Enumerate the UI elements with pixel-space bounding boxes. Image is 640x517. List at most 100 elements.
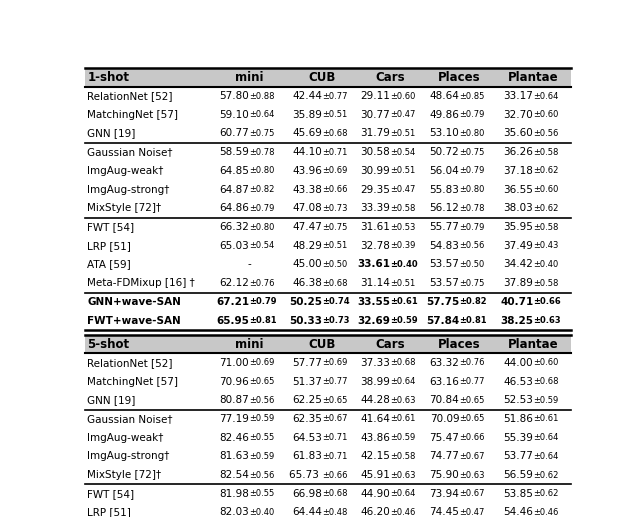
Text: 77.19: 77.19 bbox=[219, 414, 249, 424]
Text: ±0.58: ±0.58 bbox=[533, 222, 559, 232]
Text: 73.94: 73.94 bbox=[429, 489, 460, 499]
Text: 74.45: 74.45 bbox=[429, 508, 460, 517]
Text: ±0.71: ±0.71 bbox=[322, 433, 348, 442]
Text: 38.25: 38.25 bbox=[500, 315, 533, 326]
Text: Plantae: Plantae bbox=[508, 338, 559, 351]
Text: ImgAug-strong†: ImgAug-strong† bbox=[88, 185, 170, 194]
Text: ±0.77: ±0.77 bbox=[460, 377, 484, 386]
Text: 63.16: 63.16 bbox=[429, 376, 460, 387]
Text: ±0.46: ±0.46 bbox=[533, 508, 559, 517]
Text: ±0.76: ±0.76 bbox=[460, 358, 484, 367]
Text: ±0.78: ±0.78 bbox=[249, 148, 275, 157]
Text: ±0.58: ±0.58 bbox=[533, 148, 559, 157]
Text: ±0.76: ±0.76 bbox=[249, 279, 275, 287]
Text: ATA [59]: ATA [59] bbox=[88, 260, 131, 269]
Bar bbox=[85, 334, 571, 354]
Text: MatchingNet [57]: MatchingNet [57] bbox=[88, 110, 179, 120]
Text: 35.95: 35.95 bbox=[504, 222, 533, 232]
Text: 32.70: 32.70 bbox=[504, 110, 533, 120]
Text: ±0.56: ±0.56 bbox=[249, 470, 275, 480]
Text: ±0.61: ±0.61 bbox=[533, 415, 559, 423]
Text: 37.89: 37.89 bbox=[504, 278, 533, 288]
Text: 66.98: 66.98 bbox=[292, 489, 322, 499]
Text: 52.53: 52.53 bbox=[504, 395, 533, 405]
Text: ±0.79: ±0.79 bbox=[249, 297, 276, 307]
Text: 70.09: 70.09 bbox=[429, 414, 460, 424]
Text: ±0.61: ±0.61 bbox=[390, 297, 418, 307]
Text: ±0.62: ±0.62 bbox=[533, 489, 559, 498]
Text: 50.72: 50.72 bbox=[429, 147, 460, 157]
Text: MatchingNet [57]: MatchingNet [57] bbox=[88, 376, 179, 387]
Text: ±0.64: ±0.64 bbox=[533, 433, 559, 442]
Text: RelationNet [52]: RelationNet [52] bbox=[88, 91, 173, 101]
Text: ±0.59: ±0.59 bbox=[390, 316, 418, 325]
Text: ±0.55: ±0.55 bbox=[249, 433, 275, 442]
Text: ±0.65: ±0.65 bbox=[322, 396, 348, 405]
Text: 62.12: 62.12 bbox=[219, 278, 249, 288]
Text: 51.86: 51.86 bbox=[504, 414, 533, 424]
Text: 37.33: 37.33 bbox=[360, 358, 390, 368]
Text: ±0.53: ±0.53 bbox=[390, 222, 415, 232]
Text: 65.03: 65.03 bbox=[220, 241, 249, 251]
Text: FWT [54]: FWT [54] bbox=[88, 489, 134, 499]
Text: ±0.85: ±0.85 bbox=[460, 92, 484, 101]
Text: 34.42: 34.42 bbox=[504, 260, 533, 269]
Text: ±0.51: ±0.51 bbox=[322, 241, 347, 250]
Text: ±0.64: ±0.64 bbox=[390, 377, 415, 386]
Text: 54.83: 54.83 bbox=[429, 241, 460, 251]
Text: CUB: CUB bbox=[308, 338, 335, 351]
Text: 30.99: 30.99 bbox=[360, 166, 390, 176]
Text: mini: mini bbox=[235, 338, 263, 351]
Text: 43.38: 43.38 bbox=[292, 185, 322, 194]
Text: ±0.58: ±0.58 bbox=[533, 279, 559, 287]
Text: ±0.77: ±0.77 bbox=[322, 92, 348, 101]
Text: ±0.46: ±0.46 bbox=[390, 508, 415, 517]
Text: 47.08: 47.08 bbox=[292, 203, 322, 214]
Text: 1-shot: 1-shot bbox=[88, 71, 129, 84]
Text: ±0.88: ±0.88 bbox=[249, 92, 275, 101]
Text: ±0.56: ±0.56 bbox=[249, 396, 275, 405]
Text: ±0.82: ±0.82 bbox=[249, 185, 275, 194]
Text: ±0.47: ±0.47 bbox=[390, 110, 415, 119]
Text: 33.17: 33.17 bbox=[504, 91, 533, 101]
Text: ±0.75: ±0.75 bbox=[322, 222, 348, 232]
Text: RelationNet [52]: RelationNet [52] bbox=[88, 358, 173, 368]
Text: 54.46: 54.46 bbox=[504, 508, 533, 517]
Text: 62.25: 62.25 bbox=[292, 395, 322, 405]
Text: CUB: CUB bbox=[308, 71, 335, 84]
Text: 33.61: 33.61 bbox=[357, 260, 390, 269]
Text: ±0.51: ±0.51 bbox=[390, 166, 415, 175]
Text: 64.53: 64.53 bbox=[292, 433, 322, 443]
Text: 30.58: 30.58 bbox=[360, 147, 390, 157]
Text: GNN [19]: GNN [19] bbox=[88, 395, 136, 405]
Text: ±0.59: ±0.59 bbox=[249, 415, 275, 423]
Text: ±0.69: ±0.69 bbox=[249, 358, 275, 367]
Text: 56.04: 56.04 bbox=[429, 166, 460, 176]
Text: 71.00: 71.00 bbox=[220, 358, 249, 368]
Text: ImgAug-weak†: ImgAug-weak† bbox=[88, 433, 164, 443]
Text: 70.96: 70.96 bbox=[220, 376, 249, 387]
Text: 29.35: 29.35 bbox=[360, 185, 390, 194]
Text: 48.29: 48.29 bbox=[292, 241, 322, 251]
Text: Meta-FDMixup [16] †: Meta-FDMixup [16] † bbox=[88, 278, 195, 288]
Text: ±0.69: ±0.69 bbox=[322, 166, 348, 175]
Text: 38.03: 38.03 bbox=[504, 203, 533, 214]
Text: ±0.68: ±0.68 bbox=[390, 358, 415, 367]
Text: 53.57: 53.57 bbox=[429, 260, 460, 269]
Text: ±0.51: ±0.51 bbox=[390, 279, 415, 287]
Text: ±0.79: ±0.79 bbox=[460, 110, 484, 119]
Text: ±0.64: ±0.64 bbox=[390, 489, 415, 498]
Text: 60.77: 60.77 bbox=[220, 129, 249, 139]
Text: ±0.60: ±0.60 bbox=[533, 358, 559, 367]
Text: 63.32: 63.32 bbox=[429, 358, 460, 368]
Text: 55.83: 55.83 bbox=[429, 185, 460, 194]
Text: ±0.66: ±0.66 bbox=[460, 433, 484, 442]
Text: ±0.80: ±0.80 bbox=[249, 166, 275, 175]
Text: ±0.51: ±0.51 bbox=[390, 129, 415, 138]
Text: 5-shot: 5-shot bbox=[88, 338, 129, 351]
Text: ±0.64: ±0.64 bbox=[249, 110, 275, 119]
Text: ±0.68: ±0.68 bbox=[322, 129, 348, 138]
Text: ±0.75: ±0.75 bbox=[460, 148, 484, 157]
Text: 46.20: 46.20 bbox=[360, 508, 390, 517]
Text: 57.75: 57.75 bbox=[426, 297, 460, 307]
